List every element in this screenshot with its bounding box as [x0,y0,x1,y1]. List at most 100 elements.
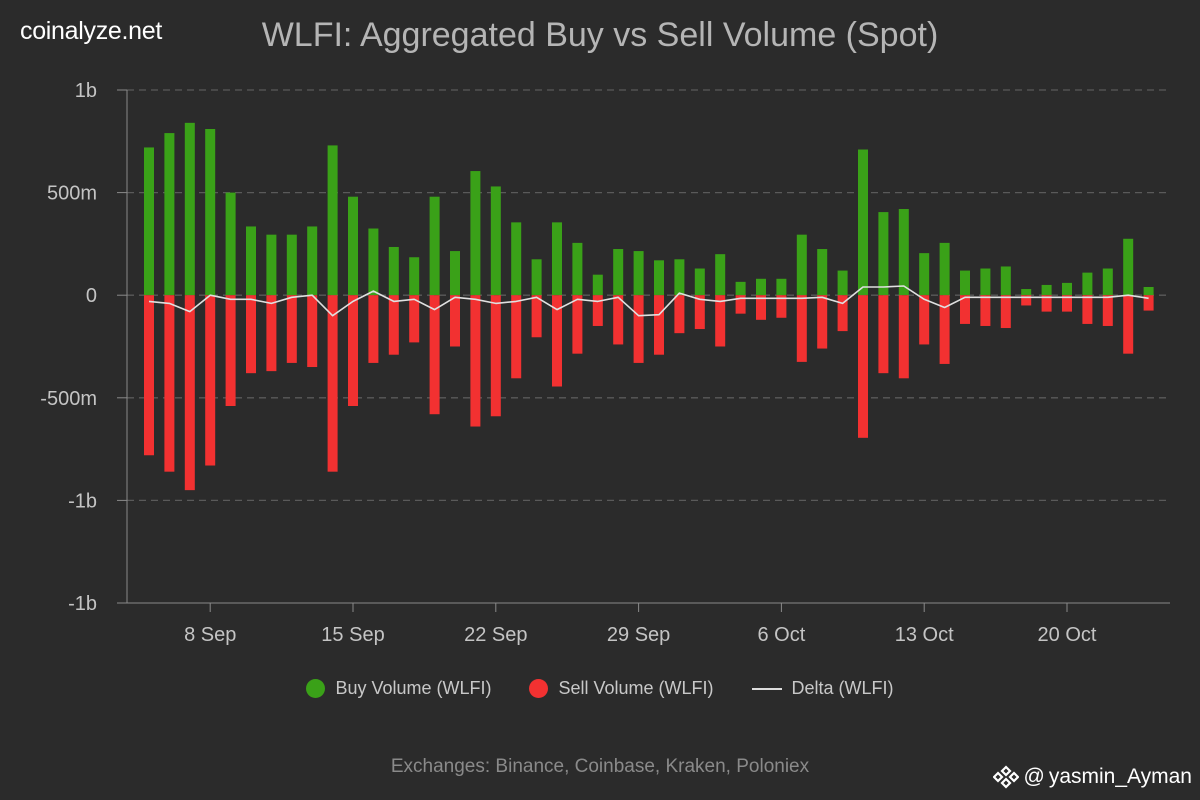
sell-volume-bar [450,295,460,347]
sell-volume-bar [266,295,277,372]
buy-volume-bar [756,278,766,296]
buy-volume-bar [531,259,542,296]
sell-volume-bar [368,295,379,363]
buy-volume-bar [1143,286,1154,296]
y-tick-label: 500m [47,183,97,205]
buy-volume-bar [286,234,297,296]
sell-volume-bar [858,295,868,438]
buy-volume-bar [246,226,256,296]
axis-layer: 1b 500m 0 -500m -1b -1b 8 Sep 15 Sep 22 Sep 29 Se… [40,80,1170,646]
y-tick-label: 1b [75,80,97,102]
buy-volume-bar [776,278,787,296]
buy-dot-icon [306,679,326,698]
buy-volume-bar [613,249,624,296]
sell-volume-bar [286,295,297,363]
legend: Buy Volume (WLFI) Sell Volume (WLFI) Del… [0,678,1200,699]
buy-volume-bar [796,234,807,296]
sell-volume-bar [817,295,828,349]
sell-volume-bar [796,295,807,362]
sell-volume-bar [1041,295,1052,312]
watermark-handle: yasmin_Ayman [1048,765,1192,788]
chart-title: WLFI: Aggregated Buy vs Sell Volume (Spo… [261,16,939,54]
sell-volume-bar [511,295,522,379]
line-layer [148,285,1149,317]
buy-volume-bar [205,128,216,296]
sell-volume-bar [531,295,542,338]
buy-volume-bar [225,192,236,296]
sell-volume-bar [409,295,420,343]
sell-volume-bar [939,295,950,364]
delta-line [148,285,1149,317]
grid-layer [127,89,1170,502]
legend-label-buy: Buy Volume (WLFI) [335,678,492,698]
buy-volume-bar [1102,268,1113,296]
sell-volume-bar [327,295,338,472]
buy-volume-bar [674,259,685,296]
sell-volume-bar [919,295,930,345]
buy-volume-bar [858,149,868,296]
exchanges-footer: Exchanges: Binance, Coinbase, Kraken, Po… [390,756,810,777]
sell-volume-bar [898,295,909,379]
buy-volume-bar [919,253,930,296]
x-tick-label: 15 Sep [321,624,384,646]
buy-volume-bar [817,249,828,296]
watermark: @ yasmin_Ayman [993,764,1192,790]
sell-volume-bar [960,295,970,324]
sell-volume-bar [633,295,644,363]
sell-volume-bar [205,295,216,466]
buy-volume-bar [960,270,970,296]
buy-volume-bar [368,228,379,296]
legend-item-delta[interactable]: Delta (WLFI) [751,678,894,699]
sell-volume-bar [470,295,481,427]
buy-volume-bar [1123,238,1134,296]
sell-volume-bar [164,295,175,472]
buy-volume-bar [1000,266,1011,296]
y-tick-label: 0 [86,285,97,307]
buy-volume-bar [1041,284,1052,296]
sell-volume-bar [878,295,889,374]
buy-volume-bar [715,254,726,296]
sell-volume-bar [348,295,358,407]
buy-volume-bar [1062,282,1072,296]
buy-volume-bar [327,145,338,296]
buy-volume-bar [388,246,399,296]
buy-volume-bar [980,268,991,296]
buy-volume-bar [490,186,501,296]
buy-volume-bar [654,260,664,296]
buy-volume-bar [429,196,440,296]
buy-volume-bar [409,257,420,296]
buy-volume-bar [898,209,909,296]
sell-volume-bar [225,295,236,407]
buy-volume-bar [307,226,318,296]
buy-volume-bar [552,222,562,296]
buy-volume-bar [348,196,358,296]
y-tick-label: -1b [68,490,97,512]
y-tick-label: -500m [40,388,97,410]
sell-volume-bar [654,295,664,355]
x-tick-label: 20 Oct [1038,624,1097,646]
sell-volume-bar [592,295,603,326]
buy-volume-bar [694,268,705,296]
sell-volume-bar [552,295,562,387]
buy-volume-bar [1082,272,1093,296]
buy-volume-bar [144,147,154,296]
sell-dot-icon [529,679,549,698]
buy-volume-bar [266,234,277,296]
sell-volume-bar [1123,295,1134,354]
sell-volume-bar [246,295,256,374]
sell-volume-bar [1062,295,1072,312]
legend-label-delta: Delta (WLFI) [791,678,894,698]
sell-volume-bar [184,295,195,491]
watermark-at: @ [1023,765,1045,788]
sell-volume-bar [776,295,787,318]
buy-volume-bar [735,281,746,296]
buy-volume-bar [837,270,848,296]
sell-volume-bar [144,295,154,456]
legend-item-sell[interactable]: Sell Volume (WLFI) [529,678,714,699]
x-tick-label: 6 Oct [758,624,806,646]
buy-volume-bar [939,242,950,296]
buy-volume-bar [878,212,889,296]
legend-item-buy[interactable]: Buy Volume (WLFI) [306,678,491,699]
sell-volume-bar [756,295,766,320]
buy-volume-bar [592,274,603,296]
